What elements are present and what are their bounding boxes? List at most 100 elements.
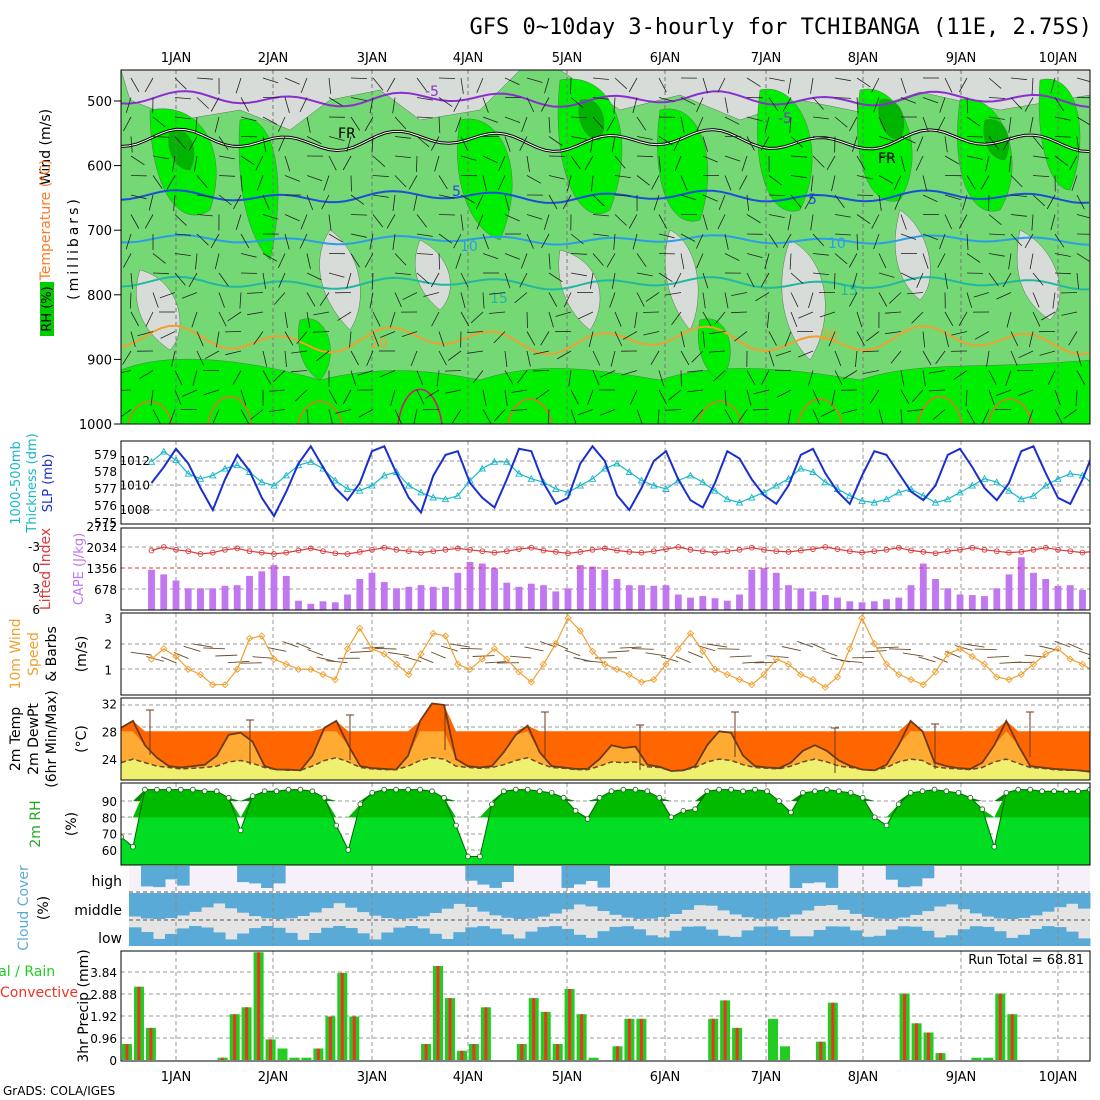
wind-barb <box>1061 311 1078 316</box>
wind-barb <box>188 136 198 151</box>
wind-barb <box>504 214 520 222</box>
thickness-marker <box>515 469 523 477</box>
top-date-axis: 1JAN 2JAN 3JAN 4JAN 5JAN 6JAN 7JAN 8JAN 9JAN 10JA… <box>161 51 1078 66</box>
wind-barb <box>578 311 594 320</box>
cape-tick-label: 1356 <box>86 562 117 576</box>
wind-barb <box>130 194 147 200</box>
wind-barb <box>548 253 551 270</box>
wind-barb <box>460 77 464 94</box>
thickness-marker <box>343 485 352 492</box>
lifted-marker <box>173 546 179 553</box>
rh-marker <box>273 788 280 794</box>
wind-barb <box>812 233 825 247</box>
thickness-marker <box>698 478 707 486</box>
surface-barb <box>296 642 311 650</box>
wind-barb <box>364 116 374 132</box>
lifted-marker <box>1030 546 1037 553</box>
thickness-marker <box>1029 491 1038 499</box>
rh-marker <box>716 786 722 793</box>
thickness-marker <box>943 495 952 503</box>
top-date-label: 6JAN <box>650 51 681 66</box>
precip-ylabel-2: Convective <box>0 985 78 1001</box>
cape-bar <box>723 600 731 610</box>
lifted-marker <box>271 551 277 557</box>
wind-barb <box>350 97 367 101</box>
wind-barb <box>724 389 727 407</box>
high-cloud-block <box>897 866 911 888</box>
wind-barb <box>907 292 924 295</box>
wind-marker <box>699 647 707 656</box>
low-cloud-block <box>993 931 1007 946</box>
wind-barb <box>240 389 247 406</box>
rh-marker <box>776 798 782 804</box>
cape-bar <box>907 585 915 610</box>
wind-barb <box>284 155 291 172</box>
precip-conv-bar <box>328 1016 332 1060</box>
bottom-date-label: 4JAN <box>453 1070 484 1085</box>
rh-markers <box>121 786 1090 860</box>
wind-barb <box>299 97 308 113</box>
low-cloud-block <box>741 930 755 946</box>
wind-barb <box>871 77 880 93</box>
mid-cloud-block <box>237 893 250 913</box>
wind-barb <box>519 136 528 151</box>
wind-barb <box>988 97 1006 99</box>
wind-barb <box>944 155 960 165</box>
lifted-marker <box>736 546 743 553</box>
wind-barb <box>328 97 343 107</box>
mid-cloud-block <box>717 893 731 911</box>
precip-conv-bar <box>915 1023 918 1060</box>
cape-bar <box>981 596 988 610</box>
lifted-marker <box>1079 549 1086 556</box>
surface-barb <box>918 656 936 663</box>
wind-barb <box>233 194 242 210</box>
wind-barb <box>306 311 311 328</box>
mid-cloud-block <box>261 893 274 919</box>
surface-barb <box>403 656 422 662</box>
low-cloud-block <box>489 928 502 946</box>
wind-barb <box>262 272 266 289</box>
wind-barb <box>250 409 264 420</box>
surface-barb <box>1054 640 1071 648</box>
mid-cloud-block <box>789 893 803 915</box>
wind-barb <box>674 155 682 172</box>
surface-barb <box>781 646 801 652</box>
rh-marker <box>680 807 687 814</box>
wind-barb <box>218 272 229 287</box>
precip-total-bar <box>588 1057 599 1060</box>
low-cloud-block <box>333 926 346 946</box>
rh-marker <box>154 786 160 793</box>
wind-barb <box>922 116 929 133</box>
wind-marker <box>147 655 156 663</box>
wind-barb <box>871 214 880 229</box>
cape-bar <box>270 565 278 610</box>
low-cloud-block <box>873 935 887 946</box>
wind-barb <box>274 292 286 305</box>
wind-barb <box>761 370 770 385</box>
cape-bar <box>687 597 694 610</box>
wind-barb <box>944 194 961 200</box>
precip-conv-bar <box>352 1016 356 1060</box>
low-cloud-block <box>417 928 430 946</box>
low-cloud-block <box>177 928 190 946</box>
rh-marker <box>596 794 603 801</box>
wind-barb <box>372 194 389 198</box>
mid-cloud-block <box>621 893 634 918</box>
wind-barb <box>269 389 286 392</box>
warm-contour <box>297 400 343 424</box>
surface-barb <box>619 646 642 649</box>
wind-barb <box>196 97 209 109</box>
wind-barb <box>958 214 968 229</box>
wind-barb <box>394 409 403 424</box>
wind-barb <box>346 272 352 289</box>
rh-contour-region <box>757 88 813 212</box>
surface-barb <box>688 651 703 659</box>
thickness-marker <box>723 495 732 503</box>
mid-cloud-block <box>909 893 923 915</box>
wind-barb <box>873 97 880 113</box>
thickness-marker <box>858 496 866 504</box>
wind-barb <box>160 331 176 339</box>
thickness-marker <box>551 485 560 492</box>
low-cloud-block <box>765 926 779 946</box>
mid-cloud-block <box>429 893 442 913</box>
